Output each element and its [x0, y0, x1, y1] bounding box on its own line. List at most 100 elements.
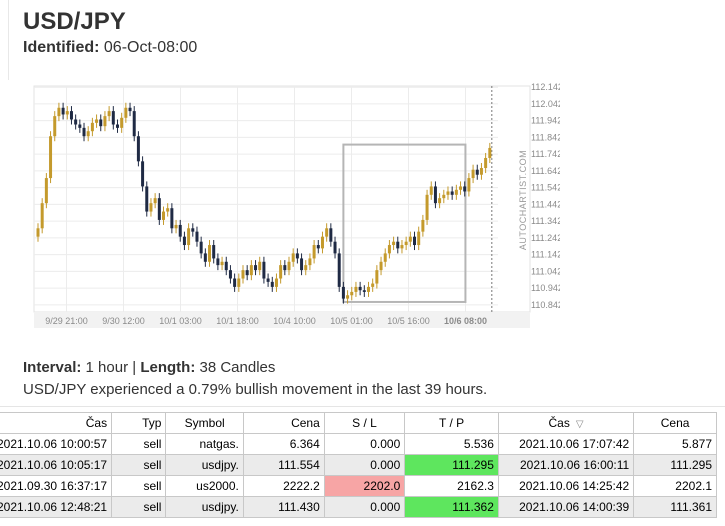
- table-row[interactable]: 2021.10.06 10:05:17 sell usdjpy. 111.554 0.0…: [0, 454, 717, 476]
- pattern-description: USD/JPY experienced a 0.79% bullish move…: [23, 381, 488, 398]
- col-header-tp[interactable]: T / P: [404, 412, 499, 434]
- candle-body: [320, 236, 324, 249]
- candle-body: [254, 265, 258, 271]
- col-header-close-price[interactable]: Cena: [633, 412, 717, 434]
- candle-body: [95, 119, 99, 123]
- sl-cell: 0.000: [323, 496, 406, 518]
- candle-body: [99, 119, 103, 127]
- candle-body: [316, 245, 320, 249]
- x-axis-band: [34, 312, 530, 328]
- x-tick-label: 10/6 08:00: [444, 316, 487, 326]
- candle-body: [262, 261, 266, 279]
- candle-body: [258, 261, 262, 271]
- col-header-symbol[interactable]: Symbol: [165, 412, 244, 434]
- tp-cell: 111.295: [404, 454, 499, 476]
- x-tick-label: 9/29 21:00: [45, 316, 88, 326]
- candle-body: [36, 228, 40, 237]
- candle-body: [86, 131, 90, 137]
- candle-body: [471, 169, 475, 179]
- candle-body: [387, 245, 391, 254]
- tp-cell: 5.536: [404, 433, 499, 455]
- col-header-close-time-label: Čas: [548, 416, 570, 430]
- candle-body: [149, 203, 153, 212]
- candle-body: [375, 270, 379, 284]
- candle-body: [366, 286, 370, 292]
- candle-body: [291, 253, 295, 262]
- candle-body: [103, 116, 107, 127]
- candle-body: [216, 258, 220, 266]
- candle-body: [467, 178, 471, 192]
- close-price-cell: 111.361: [633, 496, 717, 518]
- symbol-cell: natgas.: [165, 433, 244, 455]
- candle-body: [266, 278, 270, 282]
- candle-body: [145, 186, 149, 212]
- candle-body: [270, 281, 274, 287]
- candle-body: [174, 224, 178, 229]
- time-cell: 2021.10.06 10:05:17: [0, 454, 113, 476]
- candle-body: [446, 191, 450, 195]
- y-tick-label: 111.3429: [531, 216, 560, 226]
- candle-body: [82, 127, 86, 137]
- length-value: 38 Candles: [199, 359, 276, 376]
- candle-body: [107, 111, 111, 117]
- candle-body: [341, 286, 345, 299]
- candle-body: [325, 228, 329, 237]
- candle-body: [182, 236, 186, 246]
- time-cell: 2021.09.30 16:37:17: [0, 475, 113, 497]
- col-header-type[interactable]: Typ: [111, 412, 167, 434]
- table-row[interactable]: 2021.10.06 12:48:21 sell usdjpy. 111.430 0.0…: [0, 496, 717, 518]
- col-header-sl[interactable]: S / L: [323, 412, 406, 434]
- candle-body: [362, 290, 366, 292]
- interval-length-line: Interval: 1 hour | Length: 38 Candles: [23, 359, 275, 376]
- table-header-row: Čas Typ Symbol Cena S / L T / P Čas ▽ Cen…: [0, 412, 717, 434]
- candle-body: [354, 286, 358, 292]
- candle-body: [429, 186, 433, 195]
- type-cell: sell: [111, 475, 167, 497]
- candle-body: [312, 245, 316, 259]
- candle-body: [136, 136, 140, 162]
- candle-body: [383, 253, 387, 262]
- candle-body: [438, 198, 442, 204]
- candle-body: [479, 168, 483, 175]
- y-tick-label: 111.7429: [531, 149, 560, 159]
- col-header-time[interactable]: Čas: [0, 412, 113, 434]
- watermark: AUTOCHARTIST.COM: [518, 150, 528, 250]
- col-header-price[interactable]: Cena: [242, 412, 325, 434]
- price-cell: 111.554: [242, 454, 325, 476]
- candle-body: [224, 261, 228, 271]
- candle-body: [191, 228, 195, 232]
- candle-body: [421, 219, 425, 232]
- col-header-close-time[interactable]: Čas ▽: [497, 412, 635, 434]
- price-cell: 6.364: [242, 433, 325, 455]
- y-tick-label: 111.2429: [531, 233, 560, 243]
- table-row[interactable]: 2021.09.30 16:37:17 sell us2000. 2222.2 2202…: [0, 475, 717, 497]
- candle-body: [459, 186, 463, 190]
- candle-body: [187, 228, 191, 246]
- y-tick-label: 110.8429: [531, 300, 560, 310]
- candle-body: [329, 228, 333, 242]
- candle-body: [371, 283, 375, 287]
- length-label: Length:: [140, 359, 196, 376]
- candle-body: [350, 291, 354, 296]
- candle-body: [404, 241, 408, 246]
- divider: [0, 406, 725, 407]
- candle-body: [333, 241, 337, 254]
- candlestick-chart: 112.1428 112.0429 111.9429 111.8429 111.7429…: [33, 82, 560, 328]
- candle-body: [454, 189, 458, 195]
- candle-body: [49, 136, 53, 179]
- candle-body: [74, 119, 78, 125]
- candle-body: [195, 231, 199, 242]
- price-cell: 111.430: [242, 496, 325, 518]
- identified-label: Identified:: [23, 39, 100, 56]
- candle-body: [124, 107, 128, 118]
- candle-body: [228, 270, 232, 279]
- candle-body: [199, 241, 203, 254]
- close-time-cell: 2021.10.06 14:00:39: [497, 496, 635, 518]
- candle-body: [308, 258, 312, 266]
- candle-body: [396, 241, 400, 249]
- candle-body: [358, 286, 362, 291]
- candle-body: [141, 161, 145, 187]
- candle-body: [166, 208, 170, 212]
- table-row[interactable]: 2021.10.06 10:00:57 sell natgas. 6.364 0.000…: [0, 433, 717, 455]
- candle-body: [274, 278, 278, 287]
